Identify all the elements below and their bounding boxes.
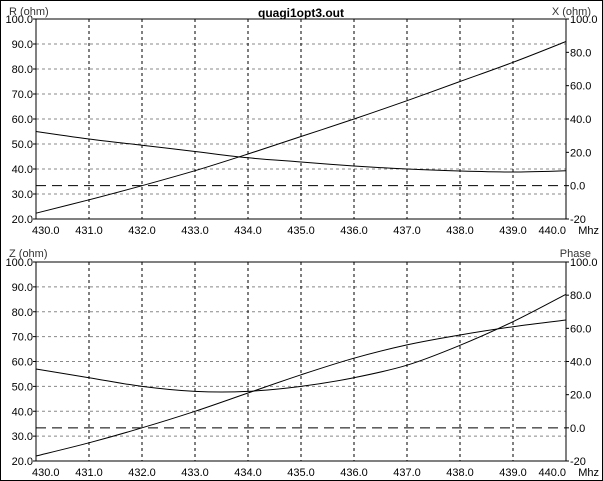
chart1-right-tick-label: 40.0 bbox=[570, 114, 591, 126]
chart2-right-tick-label: 20.0 bbox=[570, 390, 591, 402]
chart1-x-tick-label: 439.0 bbox=[499, 225, 527, 237]
chart2-x-tick-label: 434.0 bbox=[234, 467, 262, 479]
resistance-reactance-chart: 20.0 30.0 40.0 50.0 60.0 70.0 80.0 90.0 100.0 -20… bbox=[5, 6, 599, 237]
chart1-x-tick-label: 440.0 bbox=[538, 225, 566, 237]
chart1-left-tick-label: 20.0 bbox=[12, 214, 33, 226]
chart1-x-tick-label: 437.0 bbox=[393, 225, 421, 237]
chart1-left-tick-label: 90.0 bbox=[12, 39, 33, 51]
chart2-right-tick-label: 60.0 bbox=[570, 323, 591, 335]
chart2-right-tick-label: 0.0 bbox=[570, 423, 585, 435]
chart1-x-tick-label: 433.0 bbox=[181, 225, 209, 237]
chart2-right-tick-label: 80.0 bbox=[570, 290, 591, 302]
chart1-right-tick-label: 20.0 bbox=[570, 147, 591, 159]
chart2-x-tick-label: 437.0 bbox=[393, 467, 421, 479]
chart1-right-tick-label: -20 bbox=[570, 214, 586, 226]
chart2-right-axis-title: Phase bbox=[560, 248, 591, 260]
chart1-right-tick-label: 80.0 bbox=[570, 47, 591, 59]
chart2-left-tick-label: 20.0 bbox=[12, 456, 33, 468]
chart2-left-tick-label: 80.0 bbox=[12, 307, 33, 319]
chart1-x-tick-label: 432.0 bbox=[128, 225, 156, 237]
chart2-series-1-line bbox=[35, 293, 567, 393]
chart2-x-tick-label: 438.0 bbox=[446, 467, 474, 479]
chart2-x-tick-label: 433.0 bbox=[181, 467, 209, 479]
chart1-left-tick-label: 60.0 bbox=[12, 114, 33, 126]
chart2-left-tick-label: 30.0 bbox=[12, 431, 33, 443]
chart2-left-tick-label: 50.0 bbox=[12, 381, 33, 393]
chart1-right-axis-title: X (ohm) bbox=[552, 6, 591, 18]
chart1-left-tick-label: 50.0 bbox=[12, 139, 33, 151]
chart1-x-tick-label: 434.0 bbox=[234, 225, 262, 237]
chart2-x-tick-label: 436.0 bbox=[340, 467, 368, 479]
chart2-x-tick-label: 439.0 bbox=[499, 467, 527, 479]
chart1-right-tick-label: 100.0 bbox=[570, 14, 598, 26]
chart2-left-tick-label: 100.0 bbox=[5, 257, 33, 269]
chart1-left-tick-label: 80.0 bbox=[12, 64, 33, 76]
chart2-right-tick-label: 40.0 bbox=[570, 357, 591, 369]
chart1-left-tick-label: 100.0 bbox=[5, 14, 33, 26]
chart1-x-tick-label: 430.0 bbox=[32, 225, 60, 237]
window-title: quagi1opt3.out bbox=[258, 6, 344, 20]
chart2-left-tick-label: 90.0 bbox=[12, 282, 33, 294]
chart2-x-tick-label: 431.0 bbox=[75, 467, 103, 479]
chart1-left-tick-label: 30.0 bbox=[12, 189, 33, 201]
chart2-left-tick-label: 60.0 bbox=[12, 357, 33, 369]
chart1-x-tick-label: 431.0 bbox=[75, 225, 103, 237]
chart1-right-tick-label: 60.0 bbox=[570, 81, 591, 93]
chart1-right-tick-label: 0.0 bbox=[570, 181, 585, 193]
chart2-left-tick-label: 40.0 bbox=[12, 406, 33, 418]
chart2-series-2-line bbox=[35, 319, 567, 457]
chart2-right-tick-label: 100.0 bbox=[570, 257, 598, 269]
chart2-x-tick-label: 440.0 bbox=[538, 467, 566, 479]
chart2-x-tick-label: 430.0 bbox=[32, 467, 60, 479]
chart1-x-tick-label: 436.0 bbox=[340, 225, 368, 237]
chart1-left-tick-label: 70.0 bbox=[12, 89, 33, 101]
chart2-left-axis-title: Z (ohm) bbox=[9, 248, 48, 260]
chart2-x-tick-label: 432.0 bbox=[128, 467, 156, 479]
chart2-x-unit-label: Mhz bbox=[578, 467, 599, 479]
chart2-x-tick-label: 435.0 bbox=[287, 467, 315, 479]
chart1-x-tick-label: 438.0 bbox=[446, 225, 474, 237]
chart1-x-unit-label: Mhz bbox=[578, 225, 599, 237]
chart1-left-tick-label: 40.0 bbox=[12, 164, 33, 176]
chart1-series-2-line bbox=[35, 41, 567, 214]
chart1-left-axis-title: R (ohm) bbox=[9, 6, 49, 18]
chart1-series-1-line bbox=[35, 131, 567, 173]
chart2-left-tick-label: 70.0 bbox=[12, 332, 33, 344]
chart2-right-tick-label: -20 bbox=[570, 456, 586, 468]
chart1-x-tick-label: 435.0 bbox=[287, 225, 315, 237]
impedance-phase-chart: 20.0 30.0 40.0 50.0 60.0 70.0 80.0 90.0 100.0 -20… bbox=[5, 248, 599, 479]
